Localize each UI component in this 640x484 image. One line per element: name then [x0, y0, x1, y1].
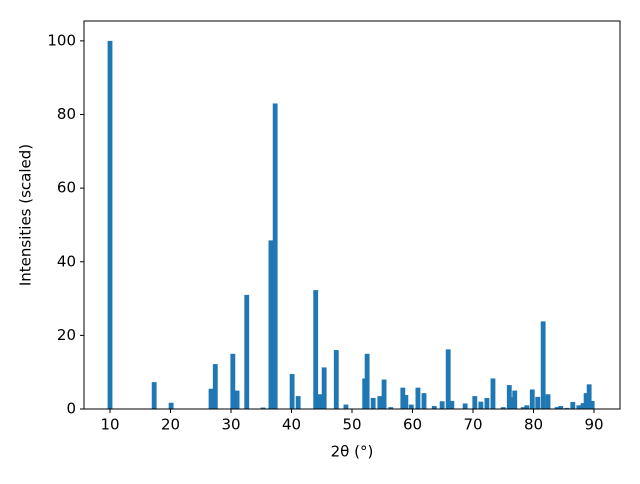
bar [107, 40, 113, 409]
bar [370, 397, 376, 409]
bar [586, 384, 592, 409]
bar [520, 407, 526, 409]
x-tick-label: 50 [342, 416, 361, 434]
bar [289, 374, 295, 409]
bar [388, 407, 394, 409]
bar [168, 402, 174, 409]
bar [421, 393, 427, 409]
x-tick-label: 90 [584, 416, 603, 434]
bar [403, 395, 409, 409]
bar [295, 396, 301, 409]
x-tick-label: 10 [100, 416, 119, 434]
bar [558, 406, 564, 409]
bar [535, 396, 541, 409]
y-tick-label: 60 [57, 179, 76, 197]
bar [506, 385, 512, 409]
x-axis-label: 2θ (°) [331, 443, 374, 461]
y-tick-label: 0 [66, 400, 76, 418]
bar [540, 321, 546, 409]
bar [377, 396, 383, 409]
bar [564, 407, 570, 409]
bar [381, 379, 387, 409]
bar [431, 406, 437, 409]
bar [445, 349, 451, 409]
bar [484, 397, 490, 409]
bar [580, 403, 586, 409]
axes-frame [83, 20, 621, 410]
x-tick-label: 20 [161, 416, 180, 434]
bar [478, 401, 484, 409]
bar [400, 387, 406, 409]
bar [333, 350, 339, 409]
bar [244, 294, 250, 409]
bar [415, 387, 421, 409]
x-tick-label: 70 [463, 416, 482, 434]
bar [545, 394, 551, 409]
bar [343, 404, 349, 409]
bar [449, 400, 455, 409]
bar [439, 401, 445, 409]
bar [313, 290, 319, 409]
y-tick-label: 40 [57, 252, 76, 270]
bar [500, 407, 506, 409]
y-tick-label: 20 [57, 326, 76, 344]
bar [212, 364, 218, 409]
bar [151, 382, 157, 409]
y-axis-label: Intensities (scaled) [17, 144, 35, 286]
bar [230, 353, 236, 409]
bar [529, 389, 535, 409]
bar [490, 378, 496, 409]
y-tick-label: 100 [47, 31, 76, 49]
x-tick-label: 80 [524, 416, 543, 434]
bar [408, 404, 414, 409]
bar [554, 407, 560, 409]
bar [268, 240, 274, 409]
bar [208, 388, 214, 409]
y-tick-label: 80 [57, 105, 76, 123]
bar [472, 396, 478, 409]
bar [570, 402, 576, 409]
bar [576, 405, 582, 409]
bar [508, 397, 514, 409]
bar [512, 390, 518, 409]
bar [272, 103, 278, 410]
bar [321, 367, 327, 409]
bar [583, 393, 589, 409]
bar [260, 407, 266, 409]
bar [364, 353, 370, 409]
bar [462, 403, 468, 409]
bar [317, 394, 323, 409]
x-tick-label: 60 [403, 416, 422, 434]
bar [234, 390, 240, 409]
x-tick-label: 40 [282, 416, 301, 434]
x-tick-label: 30 [221, 416, 240, 434]
bar [524, 405, 530, 409]
bar [589, 400, 595, 409]
